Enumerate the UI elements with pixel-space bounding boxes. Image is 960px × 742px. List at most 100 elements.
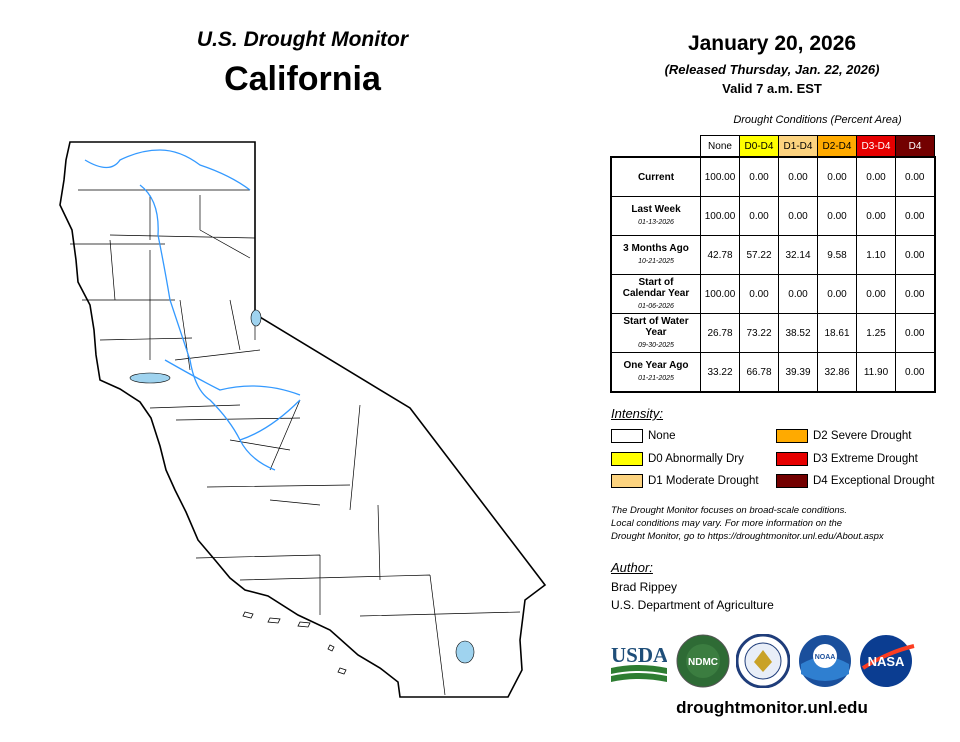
valid-time: Valid 7 a.m. EST <box>722 81 822 96</box>
legend-item-d1: D1 Moderate Drought <box>611 474 759 488</box>
legend-swatch <box>776 474 808 488</box>
table-cell: 32.86 <box>817 352 857 393</box>
table-cell: 100.00 <box>700 156 740 197</box>
row-date: 10-21-2025 <box>638 258 674 265</box>
noaa-logo: NOAA <box>799 635 851 687</box>
commerce-seal-logo <box>736 634 790 688</box>
note-line: Local conditions may vary. For more info… <box>611 518 843 529</box>
row-label: One Year Ago 01-21-2025 <box>610 352 701 393</box>
channel-islands <box>242 611 347 675</box>
table-cell: 18.61 <box>817 313 857 353</box>
drought-conditions-table: None D0-D4 D1-D4 D2-D4 D3-D4 D4 Current 1… <box>610 135 936 393</box>
table-body: Current 100.00 0.00 0.00 0.00 0.00 0.00 Last We… <box>610 156 936 393</box>
column-header-d3-d4: D3-D4 <box>856 135 896 158</box>
county-lines <box>70 189 521 696</box>
table-header-row: None D0-D4 D1-D4 D2-D4 D3-D4 D4 <box>611 135 935 158</box>
row-date: 09-30-2025 <box>638 341 674 349</box>
table-cell: 32.14 <box>778 235 818 275</box>
svg-text:USDA: USDA <box>611 643 667 667</box>
legend-label: D2 Severe Drought <box>813 430 912 442</box>
legend-label: D1 Moderate Drought <box>648 475 759 487</box>
row-label-text: 3 Months Ago <box>623 243 689 254</box>
author-name: Brad Rippey <box>611 580 678 594</box>
legend-label: D4 Exceptional Drought <box>813 475 935 487</box>
table-row: Current 100.00 0.00 0.00 0.00 0.00 0.00 <box>610 156 936 197</box>
column-header-d4: D4 <box>895 135 935 158</box>
release-date: (Released Thursday, Jan. 22, 2026) <box>664 62 880 77</box>
svg-text:NDMC: NDMC <box>688 657 718 668</box>
legend-label: D0 Abnormally Dry <box>648 453 744 465</box>
table-cell: 66.78 <box>739 352 779 393</box>
table-cell: 73.22 <box>739 313 779 353</box>
table-cell: 0.00 <box>895 313 936 353</box>
row-label-text: One Year Ago <box>623 360 689 371</box>
row-label-text: Last Week <box>631 204 681 215</box>
table-cell: 0.00 <box>895 196 936 236</box>
legend-item-d4: D4 Exceptional Drought <box>776 474 934 488</box>
table-row: Start of Calendar Year 01-06-2026 100.00 0.… <box>610 274 936 314</box>
legend-label: D3 Extreme Drought <box>813 453 918 465</box>
usda-logo: USDA <box>611 643 667 682</box>
row-date: 01-21-2025 <box>638 375 674 382</box>
table-cell: 0.00 <box>895 274 936 314</box>
legend-title: Intensity: <box>611 406 664 421</box>
table-cell: 100.00 <box>700 196 740 236</box>
legend-swatch <box>776 429 808 443</box>
row-label: Last Week 01-13-2026 <box>610 196 701 236</box>
table-cell: 0.00 <box>817 156 857 197</box>
table-cell: 0.00 <box>856 274 896 314</box>
table-cell: 0.00 <box>817 196 857 236</box>
legend-swatch <box>776 452 808 466</box>
table-cell: 0.00 <box>739 196 779 236</box>
row-label: 3 Months Ago 10-21-2025 <box>610 235 701 275</box>
region-title: California <box>224 60 381 98</box>
table-cell: 42.78 <box>700 235 740 275</box>
row-label: Current <box>610 156 701 197</box>
note-line: The Drought Monitor focuses on broad-sca… <box>611 505 848 516</box>
table-cell: 0.00 <box>778 156 818 197</box>
legend-item-none: None <box>611 429 676 443</box>
row-date: 01-13-2026 <box>638 219 674 226</box>
table-cell: 0.00 <box>739 274 779 314</box>
table-cell: 26.78 <box>700 313 740 353</box>
svg-text:NOAA: NOAA <box>815 654 836 661</box>
legend-item-d3: D3 Extreme Drought <box>776 452 918 466</box>
map-date: January 20, 2026 <box>687 32 857 55</box>
table-cell: 0.00 <box>895 352 936 393</box>
map-title: U.S. Drought Monitor <box>196 28 409 51</box>
table-row: One Year Ago 01-21-2025 33.22 66.78 39.39 32.… <box>610 352 936 393</box>
note-line: Drought Monitor, go to https://droughtmo… <box>611 531 884 542</box>
row-label-text: Start of Calendar Year <box>622 276 690 299</box>
table-cell: 0.00 <box>895 156 936 197</box>
table-row: 3 Months Ago 10-21-2025 42.78 57.22 32.14 9.5… <box>610 235 936 275</box>
table-cell: 0.00 <box>856 156 896 197</box>
table-cell: 1.25 <box>856 313 896 353</box>
table-cell: 57.22 <box>739 235 779 275</box>
legend-item-d2: D2 Severe Drought <box>776 429 911 443</box>
author-title: Author: <box>611 560 653 575</box>
author-org: U.S. Department of Agriculture <box>611 598 774 612</box>
row-label: Start of Water Year 09-30-2025 <box>610 313 701 353</box>
table-cell: 1.10 <box>856 235 896 275</box>
row-label-text: Start of Water Year <box>623 315 689 338</box>
column-header-d1-d4: D1-D4 <box>778 135 818 158</box>
column-header-d0-d4: D0-D4 <box>739 135 779 158</box>
legend-item-d0: D0 Abnormally Dry <box>611 452 744 466</box>
table-title: Drought Conditions (Percent Area) <box>733 114 902 126</box>
rivers <box>84 149 301 471</box>
table-cell: 0.00 <box>856 196 896 236</box>
state-outline <box>59 141 547 698</box>
table-cell: 0.00 <box>778 274 818 314</box>
table-cell: 9.58 <box>817 235 857 275</box>
table-cell: 39.39 <box>778 352 818 393</box>
website-url[interactable]: droughtmonitor.unl.edu <box>676 698 868 717</box>
table-corner <box>611 136 701 158</box>
column-header-none: None <box>700 135 740 158</box>
column-header-d2-d4: D2-D4 <box>817 135 857 158</box>
nasa-logo: NASA <box>860 635 915 687</box>
california-map <box>59 141 547 698</box>
lakes <box>129 309 475 664</box>
ndmc-logo: NDMC <box>676 634 730 688</box>
row-label: Start of Calendar Year 01-06-2026 <box>610 274 701 314</box>
table-cell: 0.00 <box>895 235 936 275</box>
